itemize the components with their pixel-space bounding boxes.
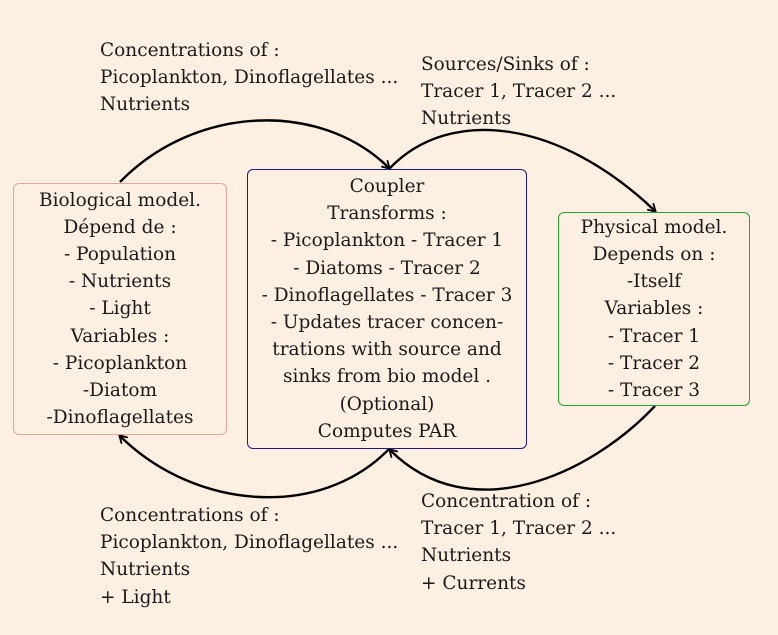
coupler-line: Computes PAR (317, 420, 457, 442)
label-line: Nutrients (100, 94, 191, 116)
physical-model-box: Physical model. Depends on : -Itself Var… (558, 212, 750, 406)
label-line: Tracer 1, Tracer 2 ... (421, 81, 617, 103)
label-line: Picoplankton, Dinoflagellates ... (100, 532, 399, 554)
phys-line: -Itself (626, 271, 682, 293)
bio-line: - Nutrients (68, 271, 172, 293)
arrow-coupler-to-physical (388, 128, 657, 213)
label-coupler-to-bio: Concentrations of : Picoplankton, Dinofl… (100, 502, 398, 611)
label-line: Nutrients (100, 559, 191, 581)
coupler-line: (Optional) (339, 393, 435, 415)
arrow-physical-to-coupler (388, 405, 656, 491)
bio-line: Variables : (70, 325, 170, 347)
bio-line: - Light (89, 298, 151, 320)
label-physical-to-coupler: Concentration of : Tracer 1, Tracer 2 ..… (421, 488, 616, 597)
coupler-line: - Dinoflagellates - Tracer 3 (261, 284, 513, 306)
coupler-line: - Updates tracer concen- (270, 312, 504, 333)
bio-line: - Population (63, 243, 177, 265)
label-line: + Light (100, 586, 171, 608)
label-line: Concentration of : (421, 491, 592, 512)
label-coupler-to-physical: Sources/Sinks of : Tracer 1, Tracer 2 ..… (421, 51, 616, 133)
coupler-line: - Picoplankton - Tracer 1 (270, 230, 504, 252)
coupler-line: Transforms : (327, 203, 447, 225)
arrow-bio-to-coupler (119, 119, 391, 183)
bio-line: Biological model. (39, 189, 201, 211)
bio-line: - Picoplankton (52, 352, 188, 374)
label-line: Nutrients (421, 108, 512, 130)
phys-line: Physical model. (580, 216, 728, 238)
coupler-box: Coupler Transforms : - Picoplankton - Tr… (247, 169, 527, 449)
phys-line: Depends on : (592, 243, 716, 265)
label-line: Nutrients (421, 545, 512, 567)
label-line: Concentrations of : (100, 505, 280, 526)
coupler-line: sinks from bio model . (282, 366, 492, 388)
label-line: Tracer 1, Tracer 2 ... (421, 518, 617, 540)
label-line: Sources/Sinks of : (421, 54, 590, 75)
phys-line: - Tracer 2 (607, 352, 701, 374)
label-line: + Currents (421, 572, 526, 594)
label-line: Picoplankton, Dinoflagellates ... (100, 67, 399, 89)
phys-line: Variables : (604, 298, 704, 320)
phys-line: - Tracer 3 (607, 380, 701, 401)
bio-line: -Dinoflagellates (46, 407, 194, 429)
label-line: Concentrations of : (100, 40, 280, 61)
phys-line: - Tracer 1 (607, 325, 701, 347)
label-bio-to-coupler: Concentrations of : Picoplankton, Dinofl… (100, 37, 398, 119)
biological-model-box: Biological model. Dépend de : - Populati… (13, 183, 227, 435)
coupler-line: trations with source and (272, 339, 502, 361)
coupler-line: - Diatoms - Tracer 2 (293, 257, 481, 279)
bio-line: -Diatom (82, 380, 158, 401)
arrow-coupler-to-bio (118, 434, 390, 499)
coupler-line: Coupler (349, 175, 425, 197)
bio-line: Dépend de : (63, 216, 177, 238)
